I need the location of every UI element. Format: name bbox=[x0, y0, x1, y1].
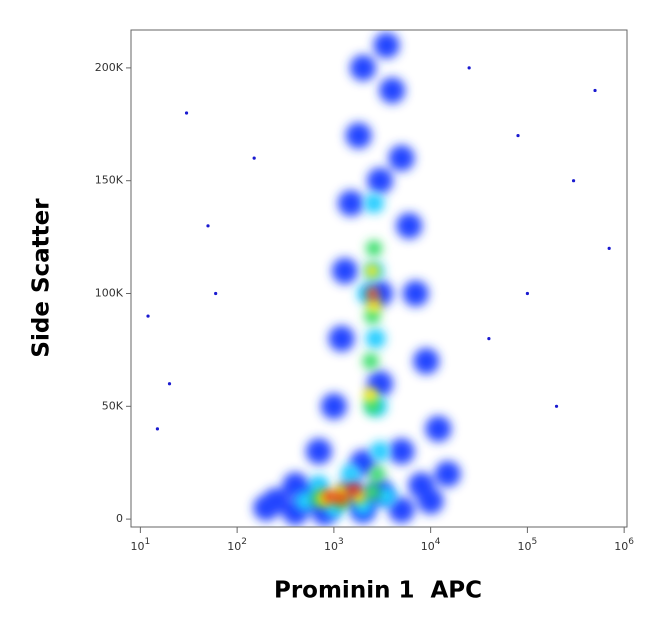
point bbox=[607, 246, 611, 250]
point bbox=[369, 465, 386, 482]
x-tick-label: 103 bbox=[324, 537, 344, 554]
x-tick-base: 10 bbox=[421, 540, 435, 553]
x-tick-exponent: 1 bbox=[145, 537, 151, 547]
point bbox=[467, 66, 471, 70]
point bbox=[262, 488, 289, 515]
point bbox=[373, 32, 400, 59]
point bbox=[363, 388, 378, 403]
x-tick-base: 10 bbox=[614, 540, 628, 553]
point bbox=[308, 475, 329, 496]
x-tick-base: 10 bbox=[324, 540, 338, 553]
point bbox=[525, 291, 530, 296]
y-tick-label: 200K bbox=[95, 61, 124, 74]
y-tick-label: 0 bbox=[116, 512, 123, 525]
x-tick-exponent: 3 bbox=[338, 537, 344, 547]
point bbox=[320, 393, 347, 420]
point bbox=[184, 111, 189, 115]
point bbox=[388, 438, 415, 465]
point bbox=[413, 348, 440, 375]
point bbox=[388, 497, 415, 524]
point bbox=[376, 486, 397, 507]
point bbox=[367, 297, 382, 312]
point bbox=[366, 240, 383, 257]
point bbox=[347, 483, 360, 496]
point bbox=[364, 398, 381, 415]
point bbox=[362, 353, 379, 370]
y-axis-title: Side Scatter bbox=[29, 198, 55, 358]
point bbox=[571, 179, 576, 183]
x-tick-label: 105 bbox=[518, 537, 538, 554]
point bbox=[364, 484, 381, 501]
point bbox=[155, 427, 160, 431]
density-layer bbox=[146, 66, 611, 431]
point bbox=[305, 438, 332, 465]
point bbox=[365, 263, 380, 278]
density-layer bbox=[253, 32, 461, 526]
point bbox=[487, 337, 491, 341]
x-tick-label: 102 bbox=[227, 537, 247, 554]
x-tick-base: 10 bbox=[227, 540, 241, 553]
point bbox=[365, 328, 386, 349]
x-tick-exponent: 5 bbox=[532, 537, 538, 547]
x-tick-base: 10 bbox=[518, 540, 532, 553]
point bbox=[323, 490, 336, 503]
x-tick-label: 104 bbox=[421, 537, 441, 554]
point bbox=[328, 325, 355, 352]
point bbox=[366, 287, 379, 300]
point bbox=[364, 308, 381, 325]
point bbox=[402, 280, 429, 307]
point bbox=[335, 492, 348, 505]
x-tick-exponent: 2 bbox=[241, 537, 247, 547]
point bbox=[434, 460, 461, 487]
point bbox=[214, 291, 218, 296]
point bbox=[167, 382, 172, 386]
x-tick-label: 101 bbox=[131, 537, 151, 554]
point bbox=[337, 190, 364, 217]
point bbox=[340, 463, 361, 484]
point bbox=[367, 167, 394, 194]
plot-frame bbox=[130, 29, 628, 528]
x-axis-title: Prominin 1 APC bbox=[274, 578, 482, 604]
plot-area bbox=[146, 32, 611, 526]
point bbox=[408, 472, 435, 499]
point bbox=[364, 193, 385, 214]
x-tick-exponent: 4 bbox=[435, 537, 441, 547]
point bbox=[350, 54, 377, 81]
point bbox=[206, 224, 210, 228]
point bbox=[146, 314, 150, 318]
y-tick-label: 100K bbox=[95, 287, 124, 300]
y-tick-label: 150K bbox=[95, 174, 124, 187]
point bbox=[388, 145, 415, 172]
point bbox=[396, 212, 423, 239]
point bbox=[379, 77, 406, 104]
x-tick-exponent: 6 bbox=[628, 537, 634, 547]
density-layer bbox=[323, 287, 379, 505]
x-tick-label: 106 bbox=[614, 537, 634, 554]
point bbox=[331, 257, 358, 284]
point bbox=[252, 156, 256, 160]
point bbox=[294, 491, 315, 512]
x-tick-base: 10 bbox=[131, 540, 145, 553]
point bbox=[593, 88, 597, 93]
point bbox=[345, 122, 372, 149]
y-tick-label: 50K bbox=[102, 399, 124, 412]
point bbox=[370, 441, 391, 462]
point bbox=[554, 404, 559, 408]
point bbox=[425, 415, 452, 442]
point bbox=[516, 133, 520, 138]
